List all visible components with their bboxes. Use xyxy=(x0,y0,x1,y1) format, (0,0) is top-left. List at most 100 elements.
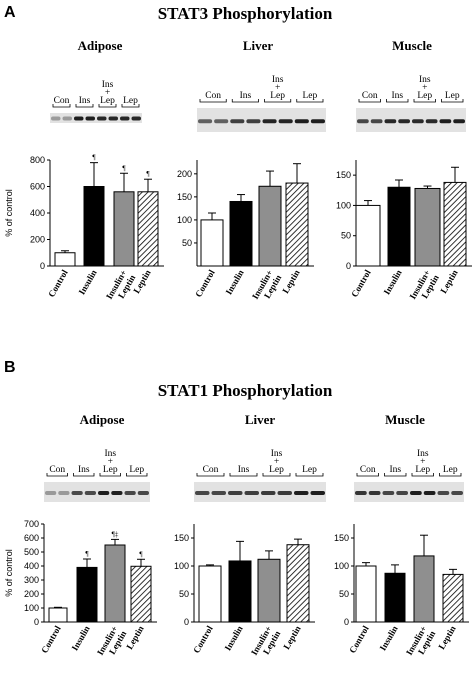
blot-band xyxy=(124,491,136,495)
lane-bracket xyxy=(384,473,407,477)
blot-band xyxy=(439,119,452,124)
y-tick-label: 50 xyxy=(341,231,351,241)
bar-insulin xyxy=(83,186,105,267)
category-label: Insulin xyxy=(223,624,245,652)
blot-band xyxy=(262,119,277,124)
lane-label-con: Con xyxy=(49,465,65,475)
y-tick-label: 150 xyxy=(336,170,351,180)
bar-insulin-leptin xyxy=(104,544,126,623)
significance-marker: ¶‡ xyxy=(112,530,119,538)
lane-label-ins: Ins xyxy=(389,465,401,475)
y-tick-label: 200 xyxy=(177,169,192,179)
y-tick-label: 300 xyxy=(24,575,39,585)
western-blot-strip xyxy=(194,482,326,502)
lane-label-ins: Ins xyxy=(78,465,90,475)
lane-label-con: Con xyxy=(54,96,70,106)
bar-leptin xyxy=(286,544,310,623)
y-tick-label: 100 xyxy=(336,200,351,210)
lane-bracket xyxy=(73,473,95,477)
blot-band xyxy=(84,491,96,495)
blot-band xyxy=(120,116,130,121)
significance-marker: ¶ xyxy=(92,154,96,162)
y-tick-label: 0 xyxy=(344,617,349,627)
blot-band xyxy=(277,491,292,495)
y-tick-label: 200 xyxy=(24,589,39,599)
bar-control xyxy=(54,252,76,267)
blot-band xyxy=(137,491,149,495)
y-tick-label: 50 xyxy=(179,589,189,599)
blot-band xyxy=(195,491,210,495)
lane-bracket xyxy=(441,99,464,103)
y-tick-label: 500 xyxy=(24,547,39,557)
category-label: Leptin xyxy=(281,624,302,651)
category-label: Leptin xyxy=(438,268,459,295)
y-tick-label: 200 xyxy=(30,235,45,245)
lane-bracket xyxy=(52,104,71,108)
bar-leptin xyxy=(285,182,309,267)
lane-bracket xyxy=(358,99,381,103)
lane-label-ins-lep: + xyxy=(274,457,279,467)
western-blot-strip xyxy=(50,113,142,123)
lane-bracket xyxy=(98,104,117,108)
bar-leptin xyxy=(137,191,159,267)
bar-leptin xyxy=(130,565,152,623)
y-tick-label: 700 xyxy=(24,519,39,529)
bar-insulin xyxy=(384,572,406,623)
blot-band xyxy=(451,491,463,495)
blot-band xyxy=(45,491,57,495)
y-tick-label: 100 xyxy=(174,561,189,571)
lane-label-ins-lep: + xyxy=(422,83,427,93)
western-blot-strip xyxy=(44,482,150,502)
lane-bracket xyxy=(199,99,227,103)
lane-label-ins: Ins xyxy=(238,465,250,475)
y-tick-label: 100 xyxy=(334,561,349,571)
lane-label-lep: Lep xyxy=(443,465,458,475)
blot-band xyxy=(228,491,243,495)
lane-bracket xyxy=(196,473,225,477)
category-label: Insulin+Leptin xyxy=(95,624,128,662)
lane-label-ins-lep: Lep xyxy=(269,465,284,475)
lane-bracket xyxy=(75,104,94,108)
blot-band xyxy=(423,491,436,495)
blot-band xyxy=(211,491,226,495)
tissue-title: Liver xyxy=(245,412,276,427)
lane-label-lep: Lep xyxy=(302,91,317,101)
category-label: Insulin xyxy=(77,268,99,296)
blot-band xyxy=(244,491,259,495)
lane-bracket xyxy=(439,473,462,477)
blot-band xyxy=(246,119,261,124)
lane-label-ins-lep: Lep xyxy=(100,96,115,106)
lane-label-ins-lep: Lep xyxy=(103,465,118,475)
category-label: Insulin xyxy=(70,624,92,652)
blot-band xyxy=(310,491,325,495)
category-label: Leptin xyxy=(124,624,145,651)
blot-band xyxy=(410,491,422,495)
panel-letter-b: B xyxy=(4,359,16,376)
category-label: Control xyxy=(347,624,371,655)
blot-band xyxy=(71,491,83,495)
bar-leptin xyxy=(442,573,464,623)
lane-bracket xyxy=(121,104,140,108)
blot-band xyxy=(261,491,276,495)
bar-insulin-leptin xyxy=(257,558,281,623)
lane-label-ins-lep: + xyxy=(105,88,110,98)
panel-letter-a: A xyxy=(4,4,16,21)
tissue-title: Muscle xyxy=(385,412,425,427)
lane-label-ins-lep: Ins xyxy=(271,449,283,459)
bar-insulin xyxy=(387,186,411,267)
lane-label-ins-lep: Ins xyxy=(417,449,429,459)
lane-bracket xyxy=(264,99,292,103)
tissue-title: Muscle xyxy=(392,38,432,53)
lane-bracket xyxy=(99,473,121,477)
lane-label-lep: Lep xyxy=(302,465,317,475)
lane-bracket xyxy=(126,473,148,477)
blot-band xyxy=(355,491,367,495)
significance-marker: ¶ xyxy=(146,170,150,178)
bar-insulin-leptin xyxy=(413,555,435,623)
bar-insulin xyxy=(228,560,252,623)
category-label: Insulin+Leptin xyxy=(249,624,282,662)
blot-band xyxy=(382,491,395,495)
western-blot-strip xyxy=(354,482,464,502)
y-tick-label: 600 xyxy=(30,182,45,192)
